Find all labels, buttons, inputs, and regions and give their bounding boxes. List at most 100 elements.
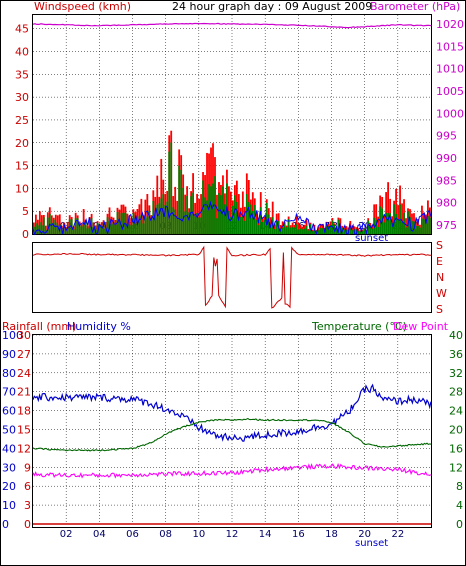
gust-bar xyxy=(237,194,240,234)
wind-bar xyxy=(283,223,286,234)
windspeed-axis-label: Windspeed (kmh) xyxy=(34,0,131,13)
wind-bar xyxy=(56,225,59,234)
wind-bar xyxy=(387,213,390,234)
wind-bar xyxy=(269,225,272,234)
wind-bar xyxy=(66,227,69,234)
wind-bar xyxy=(212,183,214,234)
wind-bar xyxy=(96,222,99,234)
temperature-tick: 32 xyxy=(449,367,463,380)
windspeed-tick: 45 xyxy=(15,23,29,36)
wind-bar xyxy=(289,227,292,234)
wind-bar xyxy=(427,215,429,234)
gust-bar xyxy=(198,198,200,234)
wind-bar xyxy=(287,219,290,234)
wind-bar xyxy=(110,224,113,234)
gust-bar xyxy=(154,196,157,234)
wind-bar xyxy=(419,227,421,234)
wind-bar xyxy=(64,231,67,234)
windspeed-tick: 20 xyxy=(15,137,29,150)
wind-bar xyxy=(281,227,284,234)
wind-bar xyxy=(425,221,427,234)
wind-bar xyxy=(54,222,57,234)
gust-bar xyxy=(243,206,246,234)
gust-bar xyxy=(351,225,354,234)
gust-bar xyxy=(146,193,149,234)
windspeed-tick-labels: 0 5 10 15 20 25 30 35 40 45 xyxy=(15,23,29,241)
wind-bar xyxy=(144,218,147,234)
wind-bar xyxy=(232,205,234,234)
wind-bar xyxy=(259,207,262,234)
wind-bar xyxy=(134,217,137,234)
gust-bar xyxy=(56,215,59,234)
gust-bar xyxy=(377,216,380,234)
wind-bar xyxy=(122,212,125,234)
wind-bar xyxy=(301,229,304,234)
wind-bar xyxy=(351,230,354,234)
wind-bar xyxy=(237,217,240,234)
wind-bar xyxy=(40,225,43,234)
wind-bar xyxy=(150,219,153,234)
wind-bar xyxy=(429,217,431,234)
barometer-tick: 975 xyxy=(436,219,457,232)
direction-tick: W xyxy=(436,287,447,300)
wind-bar xyxy=(198,217,200,234)
wind-bar xyxy=(136,223,139,234)
windspeed-tick: 5 xyxy=(22,205,29,218)
wind-bar xyxy=(375,220,378,234)
wind-bar xyxy=(401,221,403,234)
wind-bar xyxy=(421,218,423,234)
wind-bar xyxy=(343,229,346,234)
wind-bar xyxy=(367,220,370,234)
temperature-tick: 24 xyxy=(449,405,463,418)
wind-bar xyxy=(114,225,117,234)
gust-bar xyxy=(230,191,232,234)
wind-bar xyxy=(327,226,330,234)
wind-bar xyxy=(158,203,161,234)
wind-bar xyxy=(357,230,360,234)
wind-bar xyxy=(253,205,256,234)
wind-bar xyxy=(166,201,169,234)
temperature-tick: 28 xyxy=(449,386,463,399)
panel1-series xyxy=(32,22,432,236)
temperature-tick: 12 xyxy=(449,461,463,474)
wind-bar xyxy=(98,226,101,234)
wind-bar xyxy=(204,197,206,234)
wind-bar xyxy=(233,195,236,234)
wind-bar xyxy=(339,226,342,234)
wind-bar xyxy=(176,217,179,234)
windspeed-tick: 10 xyxy=(15,182,29,195)
gust-bar xyxy=(395,188,397,234)
wind-bar xyxy=(411,221,413,234)
barometer-tick: 1000 xyxy=(436,107,464,120)
wind-bar xyxy=(267,214,270,234)
humidity-tick: 80 xyxy=(2,367,16,380)
wind-bar xyxy=(76,218,79,234)
rainfall-tick: 3 xyxy=(24,499,31,512)
x-tick-label: 02 xyxy=(60,529,73,540)
barometer-tick: 995 xyxy=(436,130,457,143)
humidity-tick: 50 xyxy=(2,424,16,437)
x-tick-label: 20 xyxy=(358,529,371,540)
gust-bar xyxy=(160,158,163,234)
wind-bar xyxy=(130,225,133,234)
wind-bar xyxy=(186,195,189,234)
humidity-tick: 30 xyxy=(2,461,16,474)
wind-bar xyxy=(174,209,177,234)
wind-bar xyxy=(120,213,123,234)
wind-bar xyxy=(399,204,401,234)
wind-bar xyxy=(156,204,159,234)
wind-bar xyxy=(194,216,196,234)
wind-bar xyxy=(222,186,224,234)
chart-title: 24 hour graph day : 09 August 2009 xyxy=(172,0,372,13)
windspeed-tick: 25 xyxy=(15,114,29,127)
wind-bar xyxy=(239,217,242,234)
wind-bar xyxy=(106,217,109,234)
direction-tick: E xyxy=(436,255,443,268)
wind-bar xyxy=(335,229,338,234)
gust-bar xyxy=(405,218,407,234)
dewpoint-axis-label: Dew Point xyxy=(393,320,449,333)
wind-bar xyxy=(329,225,332,234)
x-tick-label: 08 xyxy=(159,529,172,540)
rainfall-tick: 30 xyxy=(17,329,31,342)
rainfall-axis-label: Rainfall (mm) xyxy=(2,320,76,333)
